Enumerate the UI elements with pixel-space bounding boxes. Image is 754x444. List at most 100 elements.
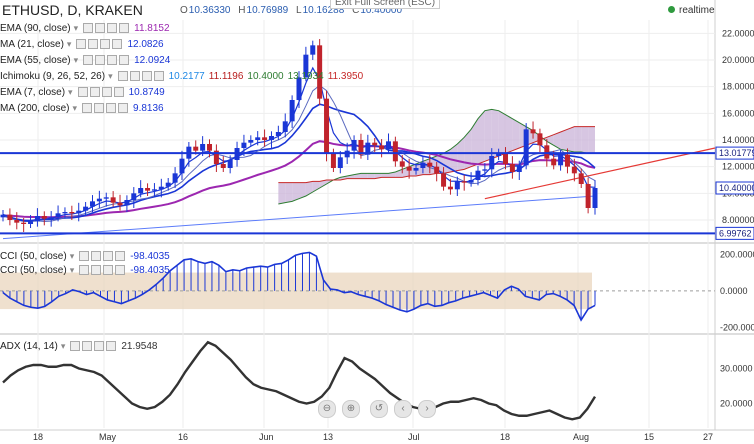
candle-body (434, 166, 440, 174)
candle-body (275, 132, 281, 136)
candle-body (427, 162, 433, 167)
gear-icon[interactable] (89, 87, 100, 98)
gear-icon[interactable] (91, 251, 102, 262)
cci-legend-row[interactable]: CCI (50, close) ▾ -98.4035 (0, 250, 170, 263)
candle-body (406, 166, 412, 171)
indicator-legend-row[interactable]: MA (200, close) ▾ 9.8136 (0, 102, 164, 115)
ichimoku-cloud (498, 110, 506, 156)
candle-body (262, 137, 268, 140)
close-icon[interactable] (115, 251, 126, 262)
indicator-value: 9.8136 (133, 103, 164, 114)
candle-body (454, 181, 460, 190)
candle-body (0, 214, 6, 218)
close-icon[interactable] (119, 55, 130, 66)
ichimoku-cloud (381, 173, 389, 178)
eye-icon[interactable] (82, 103, 93, 114)
close-icon[interactable] (119, 23, 130, 34)
candle-body (103, 197, 109, 199)
chevron-down-icon[interactable]: ▾ (69, 265, 75, 275)
candle-body (317, 45, 323, 99)
chevron-down-icon[interactable]: ▾ (69, 251, 75, 261)
gear-icon[interactable] (95, 23, 106, 34)
ichimoku-cloud (395, 169, 403, 178)
chevron-down-icon[interactable]: ▾ (66, 39, 72, 49)
ichimoku-cloud (312, 181, 320, 192)
indicator-legend-row[interactable]: EMA (90, close) ▾ 11.8152 (0, 22, 170, 35)
close-icon[interactable] (115, 265, 126, 276)
close-icon[interactable] (106, 341, 117, 352)
exit-fullscreen-button[interactable]: Exit Full Screen (ESC) (330, 0, 441, 9)
candle-body (69, 212, 75, 214)
copy-icon[interactable] (103, 265, 114, 276)
chevron-down-icon[interactable]: ▾ (108, 71, 113, 81)
copy-icon[interactable] (107, 23, 118, 34)
ichimoku-cloud (450, 144, 458, 172)
chevron-down-icon[interactable]: ▾ (73, 55, 79, 65)
price-tick-label: 22.00000 (722, 28, 754, 38)
copy-icon[interactable] (141, 71, 152, 82)
gear-icon[interactable] (95, 55, 106, 66)
copy-icon[interactable] (106, 103, 117, 114)
ichimoku-cloud (367, 173, 375, 179)
indicator-legend-row[interactable]: EMA (7, close) ▾ 10.8749 (0, 86, 165, 99)
candle-body (48, 217, 54, 219)
candle-body (7, 214, 13, 220)
candle-body (21, 222, 27, 224)
cci-name: CCI (50, close) (0, 265, 67, 276)
ohlc-high: 10.76989 (246, 5, 289, 16)
indicator-value: 13.1934 (287, 71, 324, 82)
reset-icon[interactable]: ↺ (370, 400, 388, 418)
candle-body (220, 164, 226, 168)
chevron-down-icon[interactable]: ▾ (72, 103, 78, 113)
scroll-right-icon[interactable]: › (418, 400, 436, 418)
candle-body (516, 165, 522, 172)
indicator-legend-row[interactable]: Ichimoku (9, 26, 52, 26) ▾ 10.2177 11.1196 1… (0, 70, 363, 83)
candle-body (28, 221, 34, 224)
chevron-down-icon[interactable]: ▾ (73, 23, 79, 33)
gear-icon[interactable] (88, 39, 99, 50)
gear-icon[interactable] (129, 71, 140, 82)
time-axis-label: 18 (500, 432, 510, 442)
zoom-in-icon[interactable]: ⊕ (342, 400, 360, 418)
copy-icon[interactable] (103, 251, 114, 262)
close-icon[interactable] (113, 87, 124, 98)
eye-icon[interactable] (76, 39, 87, 50)
candle-body (537, 133, 543, 146)
chevron-down-icon[interactable]: ▾ (60, 341, 66, 351)
eye-icon[interactable] (79, 265, 90, 276)
adx-legend-row[interactable]: ADX (14, 14) ▾ 21.9548 (0, 340, 158, 353)
candle-body (255, 137, 261, 140)
cci-legend-row[interactable]: CCI (50, close) ▾ -98.4035 (0, 264, 170, 277)
copy-icon[interactable] (94, 341, 105, 352)
ohlc-key: H (238, 5, 246, 16)
close-icon[interactable] (112, 39, 123, 50)
indicator-name: MA (200, close) (0, 103, 70, 114)
candle-body (268, 136, 274, 140)
gear-icon[interactable] (91, 265, 102, 276)
candle-body (592, 188, 598, 208)
gear-icon[interactable] (82, 341, 93, 352)
price-label: 10.40000 (719, 183, 754, 193)
symbol-title[interactable]: ETHUSD, D, KRAKEN (2, 2, 143, 18)
eye-icon[interactable] (70, 341, 81, 352)
chevron-down-icon[interactable]: ▾ (68, 87, 73, 97)
close-icon[interactable] (118, 103, 129, 114)
copy-icon[interactable] (100, 39, 111, 50)
candle-body (330, 153, 336, 168)
close-icon[interactable] (153, 71, 164, 82)
gear-icon[interactable] (94, 103, 105, 114)
candle-body (489, 156, 495, 170)
eye-icon[interactable] (77, 87, 88, 98)
scroll-left-icon[interactable]: ‹ (394, 400, 412, 418)
eye-icon[interactable] (83, 55, 94, 66)
copy-icon[interactable] (101, 87, 112, 98)
eye-icon[interactable] (83, 23, 94, 34)
candle-body (303, 54, 309, 78)
indicator-legend-row[interactable]: EMA (55, close) ▾ 12.0924 (0, 54, 170, 67)
zoom-out-icon[interactable]: ⊖ (318, 400, 336, 418)
eye-icon[interactable] (117, 71, 128, 82)
indicator-legend-row[interactable]: MA (21, close) ▾ 12.0826 (0, 38, 164, 51)
copy-icon[interactable] (107, 55, 118, 66)
eye-icon[interactable] (79, 251, 90, 262)
